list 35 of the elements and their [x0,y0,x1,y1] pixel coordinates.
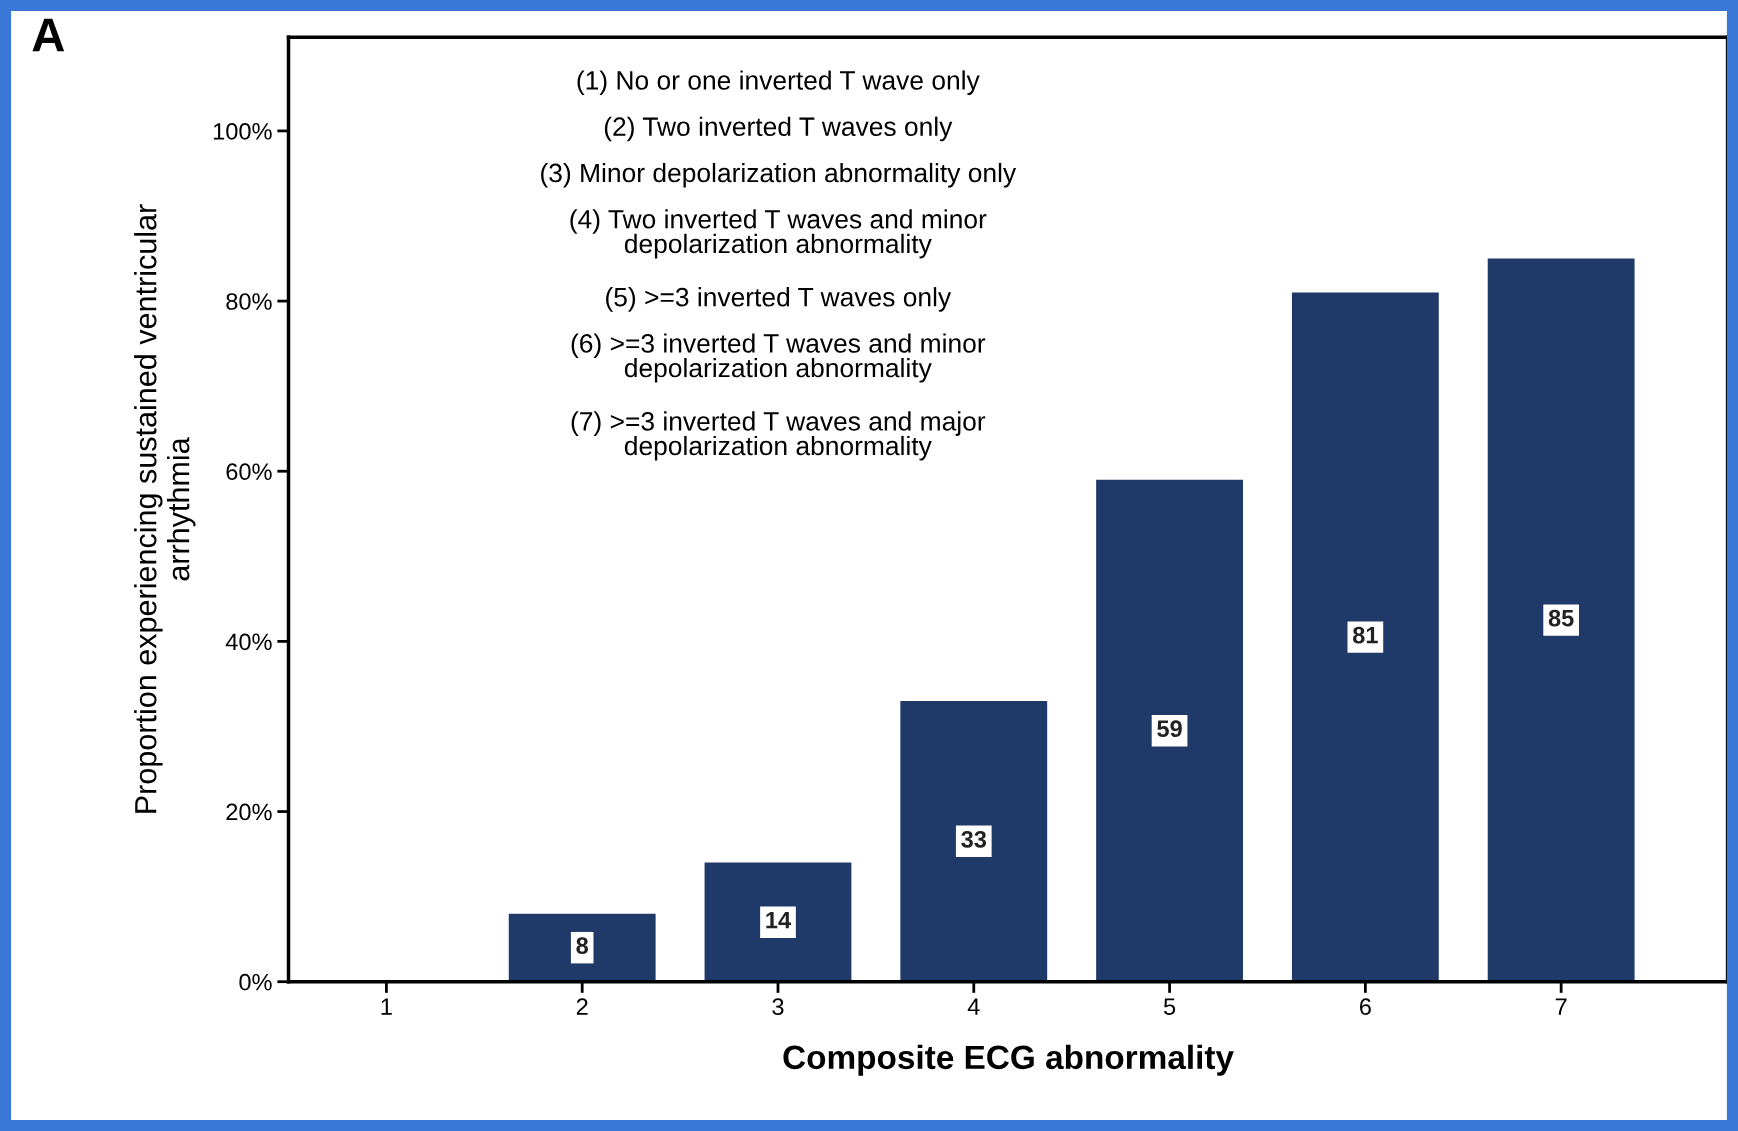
y-axis-title: Proportion experiencing sustained ventricular arrhythmia [134,204,196,813]
text: A [32,18,65,52]
data-label: 8 [576,937,589,955]
annotation: (5) >=3 inverted T waves only [606,287,952,312]
bar [1291,292,1439,982]
y-tick-label: 100% [213,122,272,140]
x-tick-label: 1 [381,998,392,1015]
y-tick-label: 40% [225,633,272,651]
bar [704,862,852,982]
y-tick-label: 80% [226,293,272,310]
x-tick-label: 7 [1555,998,1567,1015]
bar [1096,479,1243,982]
y-tick-label: 60% [226,463,272,481]
data-label: 81 [1352,626,1378,644]
y-tick-label: 20% [226,803,272,821]
x-tick-label: 2 [576,998,588,1015]
x-axis-title: Composite ECG abnormality [783,1044,1234,1076]
bar [1487,258,1635,982]
x-tick-label: 6 [1359,998,1371,1016]
annotation: (6) >=3 inverted T waves and minor depolarization abnormality [571,333,986,383]
data-label: 85 [1548,609,1574,627]
annotation: (3) Minor depolarization abnormality only [541,162,1017,188]
bar [900,700,1048,982]
annotation: (2) Two inverted T waves only [604,116,953,142]
x-tick-label: 4 [967,998,980,1015]
annotation: (4) Two inverted T waves and minor depolarization abnormality [570,209,987,259]
data-label: 33 [961,830,987,848]
y-tick-label: 0% [239,973,272,991]
data-label: 14 [766,912,791,929]
bar [508,913,656,982]
x-tick-label: 5 [1163,998,1176,1016]
x-tick-label: 3 [772,998,784,1016]
annotation: (1) No or one inverted T wave only [577,70,980,95]
data-label: 59 [1157,720,1182,738]
annotation: (7) >=3 inverted T waves and major depolarization abnormality [571,411,986,461]
